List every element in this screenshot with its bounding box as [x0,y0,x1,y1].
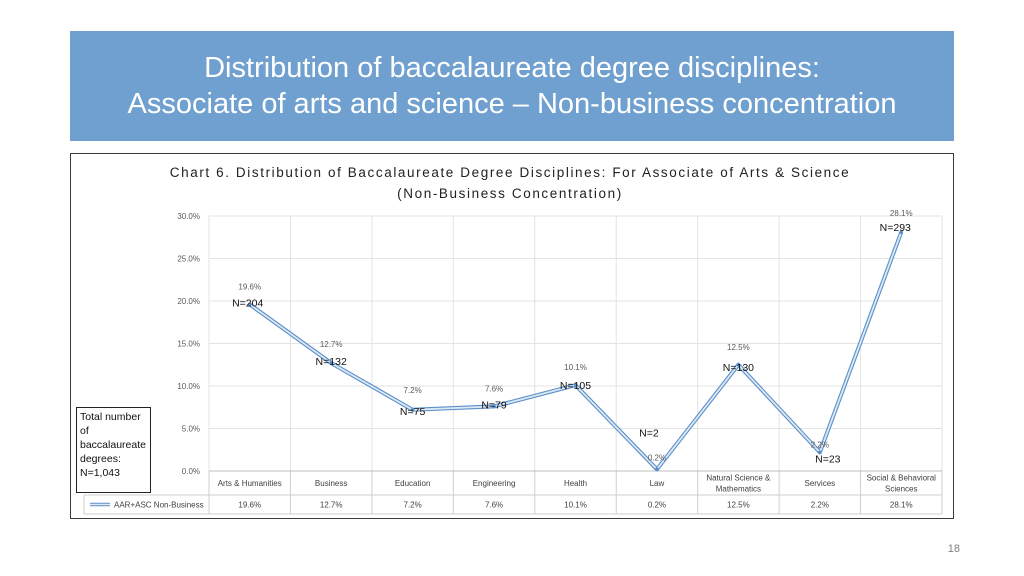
x-tick-label: Social & Behavioral Sciences [867,474,937,494]
data-point [573,383,578,387]
data-point [410,408,415,412]
data-label-percent: 12.5% [727,343,750,352]
data-point [899,230,904,234]
x-tick-label: Education [395,479,431,488]
data-point [329,361,333,365]
data-label-percent: 19.6% [238,282,261,291]
x-tick-label: Natural Science & Mathematics [706,474,771,494]
y-tick-label: 0.0% [182,467,200,476]
y-tick-label: 30.0% [177,212,200,221]
slide-title-line1: Distribution of baccalaureate degree dis… [204,52,820,84]
y-tick-label: 15.0% [177,340,200,349]
data-label-count: N=132 [316,356,347,368]
total-box-line3: baccalaureate [80,439,146,451]
total-degrees-box: Total number of baccalaureate degrees: N… [76,407,151,493]
slide-title-banner: Distribution of baccalaureate degree dis… [70,31,954,141]
data-label-count: N=293 [880,222,911,234]
data-label-percent: 10.1% [564,363,587,372]
data-label-percent: 2.2% [811,440,829,449]
data-label-percent: 28.1% [890,209,913,218]
table-value-cell: 10.1% [564,501,587,510]
y-tick-label: 5.0% [182,425,200,434]
x-tick-label: Arts & Humanities [218,479,282,488]
y-tick-label: 10.0% [177,382,200,391]
total-box-line2: of [80,425,89,437]
table-value-cell: 7.2% [403,501,421,510]
table-value-cell: 2.2% [811,501,829,510]
x-tick-label: Health [564,479,587,488]
data-point [655,467,659,472]
x-tick-label: Law [650,479,665,488]
data-label-count: N=105 [560,380,591,392]
page-number: 18 [947,543,960,555]
data-label-count: N=23 [815,453,841,465]
data-label-percent: 7.6% [485,384,503,393]
series-line-inner [249,231,903,471]
data-point [492,404,496,409]
x-tick-label: Business [315,479,347,488]
data-label-count: N=75 [400,406,426,418]
legend-label: AAR+ASC Non-Business [114,501,204,510]
data-label-count: N=79 [481,399,507,411]
data-point [818,450,822,455]
x-tick-label: Services [804,479,835,488]
table-value-cell: 12.7% [320,501,343,510]
table-value-cell: 28.1% [890,501,913,510]
y-tick-label: 20.0% [177,297,200,306]
total-box-line5: N=1,043 [80,467,120,479]
data-label-percent: 0.2% [648,453,666,462]
data-label-percent: 12.7% [320,340,343,349]
x-tick-label: Engineering [473,479,516,488]
total-box-line4: degrees: [80,453,121,465]
table-value-cell: 0.2% [648,501,666,510]
data-label-count: N=2 [639,427,659,439]
data-point [247,302,252,307]
data-label-count: N=204 [232,297,263,309]
chart-title: Chart 6. Distribution of Baccalaureate D… [169,165,851,201]
data-point [736,362,741,367]
table-value-cell: 19.6% [238,501,261,510]
total-box-line1: Total number [80,411,141,423]
data-label-percent: 7.2% [403,386,421,395]
y-tick-label: 25.0% [177,255,200,264]
slide-title-line2: Associate of arts and science – Non-busi… [127,88,897,120]
table-value-cell: 7.6% [485,501,503,510]
data-label-count: N=130 [723,362,754,374]
chart-frame [70,153,954,519]
table-value-cell: 12.5% [727,501,750,510]
